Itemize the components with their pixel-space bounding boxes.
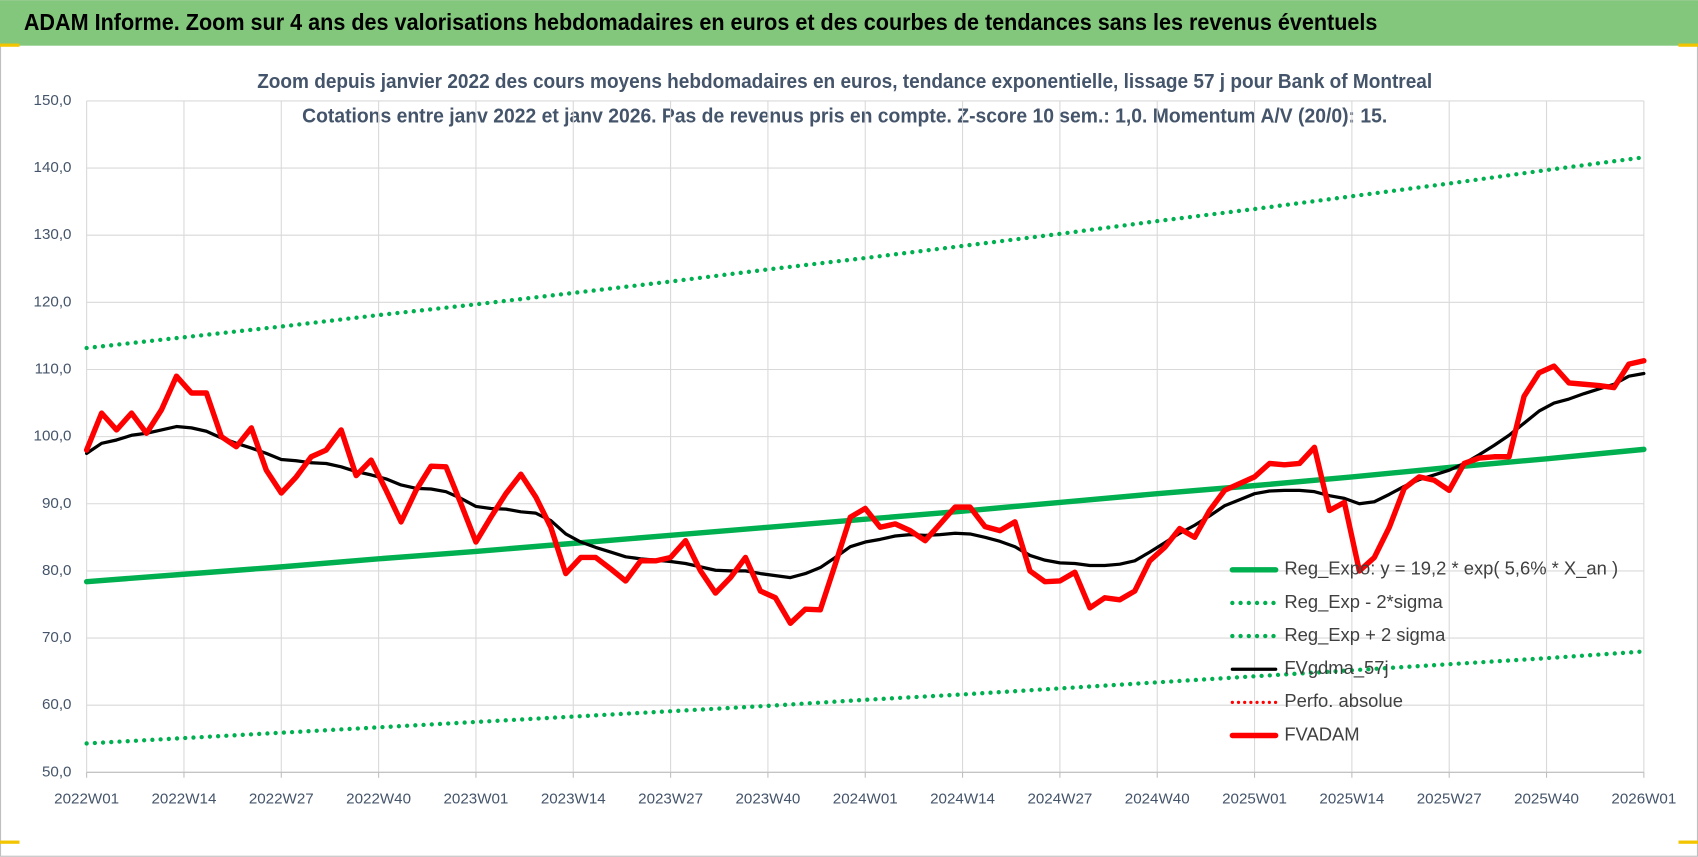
x-tick-label: 2022W27 xyxy=(249,790,314,807)
y-tick-label: 50,0 xyxy=(42,763,72,780)
series-line xyxy=(83,358,1647,626)
header-title: ADAM Informe. Zoom sur 4 ans des valoris… xyxy=(24,9,1378,35)
x-tick-label: 2023W14 xyxy=(541,790,606,807)
plot xyxy=(83,155,1647,746)
x-tick-label: 2025W01 xyxy=(1222,790,1287,807)
y-tick-label: 110,0 xyxy=(35,360,72,377)
legend: Reg_Expo: y = 19,2 * exp( 5,6% * X_an ) R… xyxy=(1229,558,1618,744)
x-tick-label: 2025W40 xyxy=(1514,790,1579,807)
y-tick-label: 140,0 xyxy=(34,159,72,176)
x-tick-label: 2024W14 xyxy=(930,790,995,807)
y-tick-label: 120,0 xyxy=(34,293,72,310)
x-tick-label: 2024W01 xyxy=(833,790,898,807)
x-tick-label: 2022W40 xyxy=(346,790,411,807)
legend-label: FVgdma_57j xyxy=(1284,657,1388,679)
header-bar xyxy=(0,0,1698,46)
x-tick-label: 2023W40 xyxy=(735,790,800,807)
corner-accent xyxy=(0,43,20,47)
legend-label: Perfo. absolue xyxy=(1284,690,1403,711)
x-tick-label: 2025W14 xyxy=(1319,790,1384,807)
corner-accent xyxy=(1678,840,1698,844)
y-tick-label: 60,0 xyxy=(42,696,72,713)
y-tick-label: 70,0 xyxy=(42,629,72,646)
y-tick-label: 80,0 xyxy=(42,562,72,579)
series-line xyxy=(84,155,1647,351)
legend-label: Reg_Expo: y = 19,2 * exp( 5,6% * X_an ) xyxy=(1284,558,1618,580)
x-tick-label: 2023W01 xyxy=(443,790,508,807)
chart-subtitle: Cotations entre janv 2022 et janv 2026. … xyxy=(302,105,1387,128)
series-line xyxy=(83,446,1647,585)
legend-label: Reg_Exp + 2 sigma xyxy=(1284,624,1446,646)
x-tick-label: 2024W27 xyxy=(1027,790,1092,807)
x-tick-label: 2025W27 xyxy=(1417,790,1482,807)
x-tick-label: 2022W01 xyxy=(54,790,119,807)
y-tick-label: 130,0 xyxy=(34,226,72,243)
y-tick-label: 150,0 xyxy=(34,92,72,109)
x-tick-label: 2023W27 xyxy=(638,790,703,807)
x-tick-label: 2022W14 xyxy=(152,790,217,807)
series-line xyxy=(85,371,1646,580)
chart-title: Zoom depuis janvier 2022 des cours moyen… xyxy=(257,70,1432,93)
legend-label: FVADAM xyxy=(1284,723,1359,744)
corner-accent xyxy=(0,840,20,844)
series-line xyxy=(84,649,1647,746)
x-tick-label: 2026W01 xyxy=(1611,790,1676,807)
corner-accent xyxy=(1678,43,1698,47)
grid: 50,0 60,0 70,0 80,0 90,0 100,0 110,0 120,0 130,0… xyxy=(34,92,1677,807)
y-tick-label: 100,0 xyxy=(34,428,72,445)
y-tick-label: 90,0 xyxy=(42,495,72,512)
legend-label: Reg_Exp - 2*sigma xyxy=(1284,591,1443,613)
x-tick-label: 2024W40 xyxy=(1125,790,1190,807)
